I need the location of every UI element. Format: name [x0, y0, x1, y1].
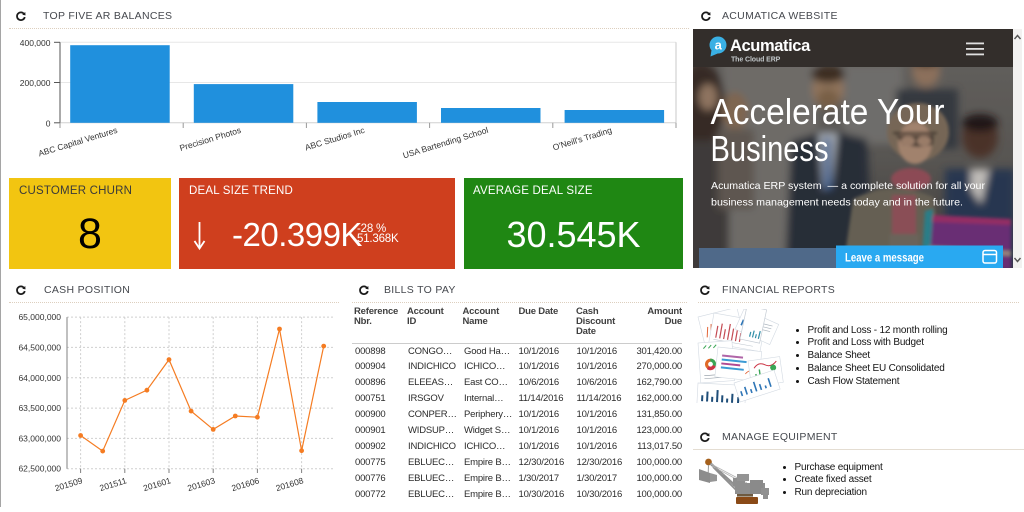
svg-text:62,500,000: 62,500,000 [18, 464, 61, 474]
svg-text:201509: 201509 [54, 475, 84, 493]
svg-text:Leave a message: Leave a message [845, 251, 924, 265]
svg-text:400,000: 400,000 [20, 38, 51, 48]
svg-text:201608: 201608 [275, 475, 305, 493]
svg-text:Acumatica: Acumatica [730, 37, 811, 55]
svg-text:63,500,000: 63,500,000 [18, 403, 61, 413]
svg-text:O'Neill's Trading: O'Neill's Trading [551, 125, 613, 153]
svg-text:ABC Studios Inc: ABC Studios Inc [304, 125, 367, 153]
svg-text:201606: 201606 [230, 475, 260, 493]
svg-text:201603: 201603 [186, 475, 216, 493]
svg-text:USA Bartending School: USA Bartending School [401, 125, 489, 161]
svg-text:Accelerate Your: Accelerate Your [711, 91, 945, 132]
svg-text:a: a [715, 38, 723, 53]
svg-text:64,500,000: 64,500,000 [18, 342, 61, 352]
svg-text:65,000,000: 65,000,000 [18, 312, 61, 322]
svg-text:Precision Photos: Precision Photos [178, 125, 242, 153]
svg-text:ABC Capital Ventures: ABC Capital Ventures [37, 125, 119, 159]
svg-text:201601: 201601 [142, 475, 172, 493]
svg-text:Acumatica ERP system — a comp: Acumatica ERP system — a complete soluti… [711, 180, 986, 192]
svg-text:business management needs toda: business management needs today and in t… [711, 197, 963, 209]
svg-text:201511: 201511 [98, 475, 128, 493]
svg-text:Business: Business [711, 128, 829, 169]
svg-text:The Cloud ERP: The Cloud ERP [731, 57, 781, 64]
svg-text:200,000: 200,000 [20, 78, 51, 88]
svg-text:63,000,000: 63,000,000 [18, 433, 61, 443]
svg-text:64,000,000: 64,000,000 [18, 373, 61, 383]
svg-text:0: 0 [46, 118, 51, 128]
